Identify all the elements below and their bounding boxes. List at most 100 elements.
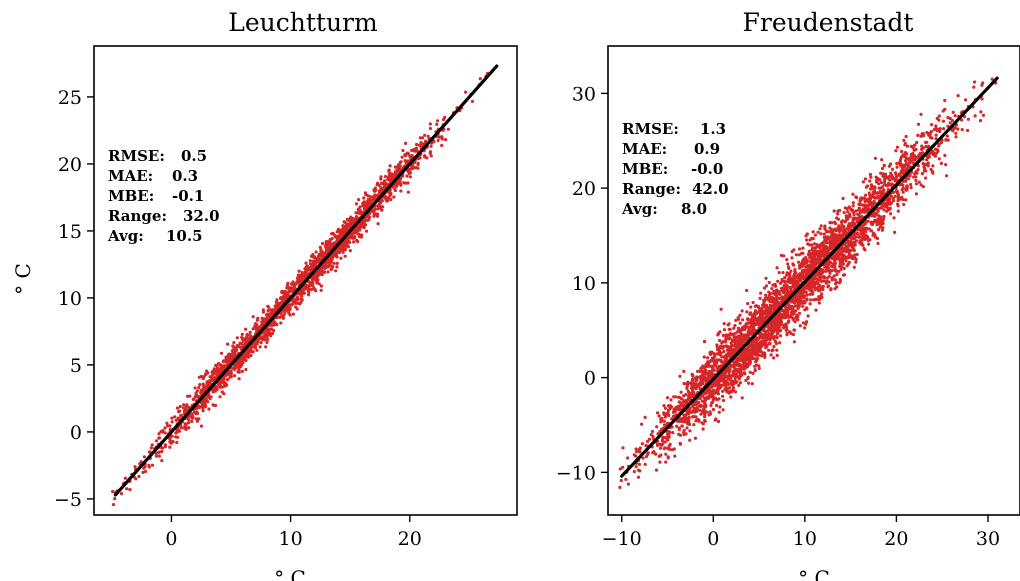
scatter-point — [380, 208, 384, 212]
scatter-point — [272, 308, 276, 312]
scatter-point — [352, 240, 356, 244]
stat-range-value: 32.0 — [183, 207, 220, 225]
scatter-point — [235, 348, 239, 352]
scatter-point — [679, 390, 683, 394]
scatter-point — [819, 224, 823, 228]
scatter-point — [229, 354, 233, 358]
scatter-point — [225, 373, 229, 377]
scatter-point — [199, 424, 204, 428]
scatter-point — [269, 334, 273, 338]
scatter-point — [219, 363, 223, 367]
scatter-point — [691, 415, 695, 419]
scatter-point — [296, 276, 300, 280]
scatter-point — [618, 485, 622, 489]
scatter-point — [671, 410, 676, 414]
scatter-point — [636, 475, 641, 479]
scatter-point — [678, 433, 683, 437]
scatter-point — [285, 286, 289, 290]
scatter-point — [830, 278, 834, 282]
scatter-point — [703, 398, 708, 402]
scatter-point — [732, 326, 736, 330]
scatter-point — [749, 332, 754, 336]
scatter-point — [320, 241, 325, 246]
scatter-point — [658, 446, 663, 450]
y-tick-label: 20 — [58, 154, 82, 176]
scatter-point — [160, 449, 164, 454]
scatter-point — [464, 90, 468, 94]
scatter-point — [729, 395, 733, 399]
scatter-point — [841, 196, 845, 201]
scatter-point — [773, 339, 778, 344]
scatter-point — [329, 260, 333, 264]
scatter-point — [721, 389, 725, 393]
scatter-point — [288, 308, 292, 312]
scatter-point — [733, 335, 737, 339]
scatter-point — [137, 474, 141, 479]
scatter-point — [754, 357, 758, 361]
scatter-point — [713, 418, 717, 422]
scatter-point — [200, 403, 204, 407]
scatter-point — [240, 369, 244, 373]
scatter-point — [806, 314, 810, 318]
scatter-point — [708, 410, 712, 414]
scatter-point — [729, 341, 733, 345]
scatter-point — [776, 279, 780, 283]
scatter-point — [199, 374, 203, 379]
scatter-point — [761, 318, 765, 322]
scatter-point — [244, 358, 248, 363]
scatter-point — [210, 378, 214, 382]
scatter-point — [408, 154, 412, 158]
scatter-point — [295, 280, 299, 284]
scatter-point — [343, 243, 347, 247]
scatter-point — [244, 367, 248, 372]
scatter-point — [693, 436, 698, 440]
chart-title: Leuchtturm — [228, 8, 378, 37]
scatter-point — [271, 331, 275, 336]
scatter-point — [157, 436, 162, 440]
scatter-point — [755, 320, 759, 324]
scatter-point — [721, 408, 725, 412]
scatter-point — [753, 338, 757, 342]
scatter-point — [716, 419, 721, 424]
scatter-point — [811, 285, 815, 289]
scatter-point — [289, 282, 294, 286]
scatter-point — [219, 368, 223, 372]
x-axis-label: ° C — [798, 566, 830, 581]
scatter-point — [788, 279, 793, 283]
scatter-point — [363, 191, 367, 195]
scatter-point — [709, 352, 713, 356]
scatter-point — [785, 258, 789, 262]
scatter-point — [344, 225, 348, 229]
scatter-point — [814, 308, 818, 312]
scatter-point — [757, 366, 761, 371]
scatter-point — [393, 188, 397, 193]
scatter-point — [746, 301, 750, 306]
scatter-point — [219, 351, 224, 355]
scatter-point — [736, 357, 740, 361]
scatter-point — [667, 447, 672, 451]
scatter-point — [805, 270, 809, 274]
scatter-point — [354, 216, 358, 220]
scatter-point — [282, 295, 286, 299]
scatter-point — [755, 341, 759, 345]
scatter-point — [261, 337, 265, 341]
scatter-point — [833, 262, 837, 266]
scatter-point — [835, 216, 839, 220]
scatter-point — [719, 358, 723, 362]
y-axis-label: ° C — [11, 263, 35, 295]
scatter-point — [637, 468, 641, 472]
scatter-point — [141, 470, 145, 474]
scatter-point — [786, 262, 790, 266]
scatter-point — [368, 197, 372, 201]
scatter-point — [762, 301, 766, 305]
scatter-point — [758, 320, 762, 324]
scatter-point — [376, 204, 380, 208]
scatter-point — [226, 377, 230, 381]
scatter-point — [183, 424, 187, 428]
scatter-point — [707, 395, 711, 400]
scatter-point — [778, 314, 782, 318]
scatter-point — [186, 421, 191, 425]
scatter-point — [205, 380, 209, 384]
scatter-point — [315, 281, 319, 285]
scatter-point — [792, 263, 796, 267]
